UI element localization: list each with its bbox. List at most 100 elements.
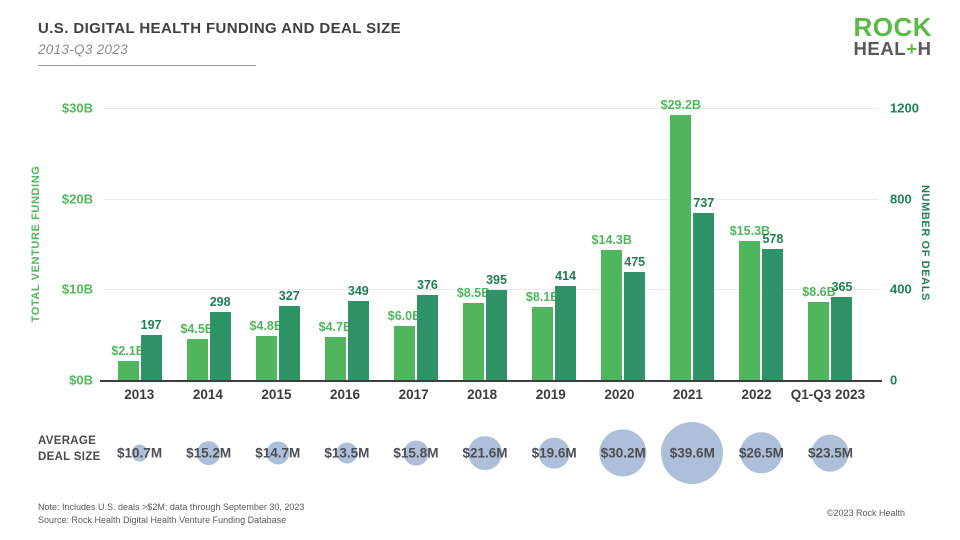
logo-heal-text: HEAL [853,37,907,59]
avg-deal-value: $10.7M [117,445,163,461]
x-axis-label-2022: 2022 [741,387,772,402]
avg-deal-value: $14.7M [255,445,301,461]
funding-value-label: $6.0B [387,308,422,323]
page-subtitle: 2013-Q3 2023 [38,42,128,57]
avg-deal-cell-2014: $15.2M [174,417,243,489]
deals-value-label: 298 [209,295,231,310]
avg-deal-value: $30.2M [600,445,646,461]
deals-bar-2018: 395 [486,273,508,380]
deals-value-label: 414 [555,269,577,284]
avg-deal-bubble [403,440,429,466]
funding-value-label: $4.7B [318,320,353,335]
footnote-note: Note: Includes U.S. deals >$2M; data thr… [38,502,305,512]
logo-word-rock: ROCK [853,12,932,42]
deals-value-label: 737 [693,195,715,210]
avg-deal-value: $23.5M [807,445,853,461]
x-axis-label-2021: 2021 [672,387,703,402]
right-axis-title: NUMBER OF DEALS [919,185,931,301]
right-tick-label: 0 [890,372,898,388]
left-tick-label: $20B [61,191,93,207]
chart-column-2015: $4.8B 327 [243,108,312,380]
bar-pair: $14.3B 475 [589,108,658,380]
chart-column-2016: $4.7B 349 [312,108,381,380]
x-axis-label-2019: 2019 [535,387,566,402]
logo-word-health: HEAL+H [853,37,932,59]
avg-deal-cell-2020: $30.2M [589,417,658,489]
avg-deal-bubble [131,444,148,462]
chart-column-2013: $2.1B 197 [105,108,174,380]
avg-deal-bubble [740,432,783,474]
funding-value-label: $8.1B [525,289,560,304]
logo-h-text: H [917,37,932,59]
deals-value-label: 349 [347,283,369,298]
avg-deal-value: $21.6M [462,445,508,461]
deals-bar-2014: 298 [209,295,231,380]
rock-health-logo: ROCK HEAL+H [853,12,932,59]
deals-bar-2017: 376 [416,278,438,380]
copyright-text: ©2023 Rock Health [826,508,905,518]
avg-deal-cell-2022: $26.5M [727,417,796,489]
funding-bar-2017: $6.0B [388,309,421,380]
page-title: U.S. DIGITAL HEALTH FUNDING AND DEAL SIZ… [38,20,402,37]
x-axis-labels: 2013 2014 2015 2016 2017 2018 2019 2020 2021 2022… [105,387,865,402]
avg-deal-cell-2017: $15.8M [381,417,450,489]
right-tick-label: 800 [890,191,912,207]
x-axis-label-2020: 2020 [604,387,635,402]
funding-bar-2014: $4.5B [180,322,214,380]
avg-label-line2: DEAL SIZE [38,450,101,463]
avg-deal-bubble [661,422,724,484]
deals-bar-2019: 414 [555,269,577,380]
funding-value-label: $29.2B [660,98,701,113]
funding-bar-2015: $4.8B [250,319,283,380]
avg-deal-value: $26.5M [738,445,784,461]
chart-column-2020: $14.3B 475 [589,108,658,380]
x-axis-label-2018: 2018 [467,387,498,402]
footnote-source: Source: Rock Health Digital Health Ventu… [38,515,287,526]
funding-bar-2022: $15.3B [730,224,770,380]
bar-pair: $15.3B 578 [727,108,796,380]
deals-bar-2016: 349 [347,284,369,380]
deals-bar-2022: 578 [762,232,784,380]
subtitle-underline: 2013-Q3 2023 [38,41,256,66]
avg-deal-value: $15.8M [393,445,439,461]
chart-column-2022: $15.3B 578 [727,108,796,380]
funding-value-label: $4.5B [180,322,214,337]
left-tick-label: $0B [69,372,93,388]
x-axis-baseline [100,380,882,382]
funding-bar-2013: $2.1B [111,344,145,380]
chart-column-Q1-Q3 2023: $8.6B 365 [796,108,865,380]
gridline [103,198,878,200]
avg-deal-bubble [196,441,221,465]
x-axis-label-2013: 2013 [124,387,155,402]
x-axis-label-Q1-Q3 2023: Q1-Q3 2023 [790,387,866,402]
avg-deal-value: $15.2M [186,445,232,461]
funding-bar-2021: $29.2B [661,98,701,380]
deals-bar-2013: 197 [140,318,162,380]
deals-value-label: 197 [140,318,162,333]
avg-deal-cell-2016: $13.5M [312,417,381,489]
chart-column-2018: $8.5B 395 [450,108,519,380]
left-tick-label: $30B [61,100,93,116]
x-axis-label-2016: 2016 [330,387,361,402]
chart-column-2014: $4.5B 298 [174,108,243,380]
logo-plus-icon: + [906,37,918,59]
deals-value-label: 376 [416,277,438,292]
right-tick-label: 400 [890,281,912,297]
bar-pair: $8.1B 414 [520,108,589,380]
funding-value-label: $8.6B [802,285,836,300]
funding-value-label: $15.3B [729,224,771,239]
left-axis-title: TOTAL VENTURE FUNDING [30,165,42,323]
deals-bar-Q1-Q3 2023: 365 [831,280,853,380]
bar-pair: $4.8B 327 [243,108,312,380]
bar-pair: $4.7B 349 [312,108,381,380]
footnote-block: Note: Includes U.S. deals >$2M; data thr… [38,501,304,527]
funding-bar-2019: $8.1B [526,290,559,380]
funding-bar-Q1-Q3 2023: $8.6B [802,285,836,380]
avg-label-line1: AVERAGE [38,435,97,447]
gridline [103,108,878,109]
avg-deal-bubble [538,437,570,469]
x-axis-label-2014: 2014 [192,387,223,402]
gridline [103,289,878,291]
chart-column-2017: $6.0B 376 [381,108,450,380]
avg-deal-cell-2018: $21.6M [450,417,519,489]
